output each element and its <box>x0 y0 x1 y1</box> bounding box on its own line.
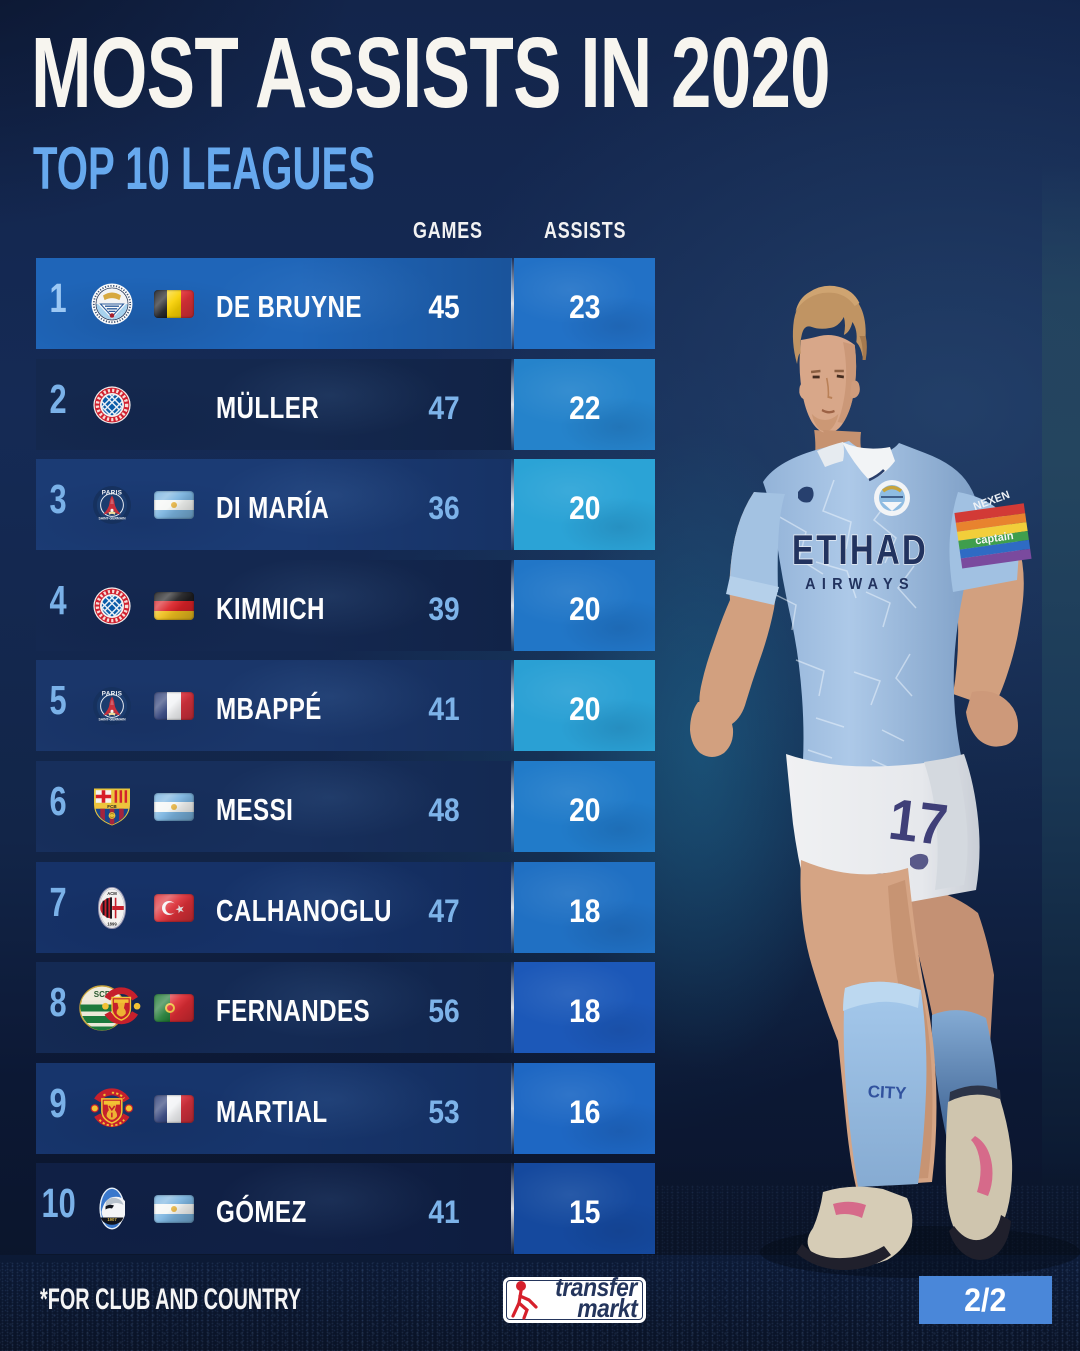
svg-text:17: 17 <box>886 786 952 858</box>
svg-text:1899: 1899 <box>107 921 117 926</box>
svg-text:1907: 1907 <box>107 1217 117 1222</box>
svg-text:captain: captain <box>974 530 1014 547</box>
svg-text:SCP: SCP <box>94 990 111 999</box>
svg-text:PARIS: PARIS <box>102 690 122 697</box>
svg-text:SAINT-GERMAIN: SAINT-GERMAIN <box>98 516 126 520</box>
svg-text:ACM: ACM <box>107 890 117 895</box>
svg-text:CITY: CITY <box>867 1082 907 1103</box>
svg-text:AIRWAYS: AIRWAYS <box>805 575 915 593</box>
svg-text:FCB: FCB <box>107 804 117 809</box>
svg-text:PARIS: PARIS <box>102 489 122 496</box>
svg-text:ETIHAD: ETIHAD <box>792 526 928 573</box>
svg-text:SAINT-GERMAIN: SAINT-GERMAIN <box>98 717 126 721</box>
